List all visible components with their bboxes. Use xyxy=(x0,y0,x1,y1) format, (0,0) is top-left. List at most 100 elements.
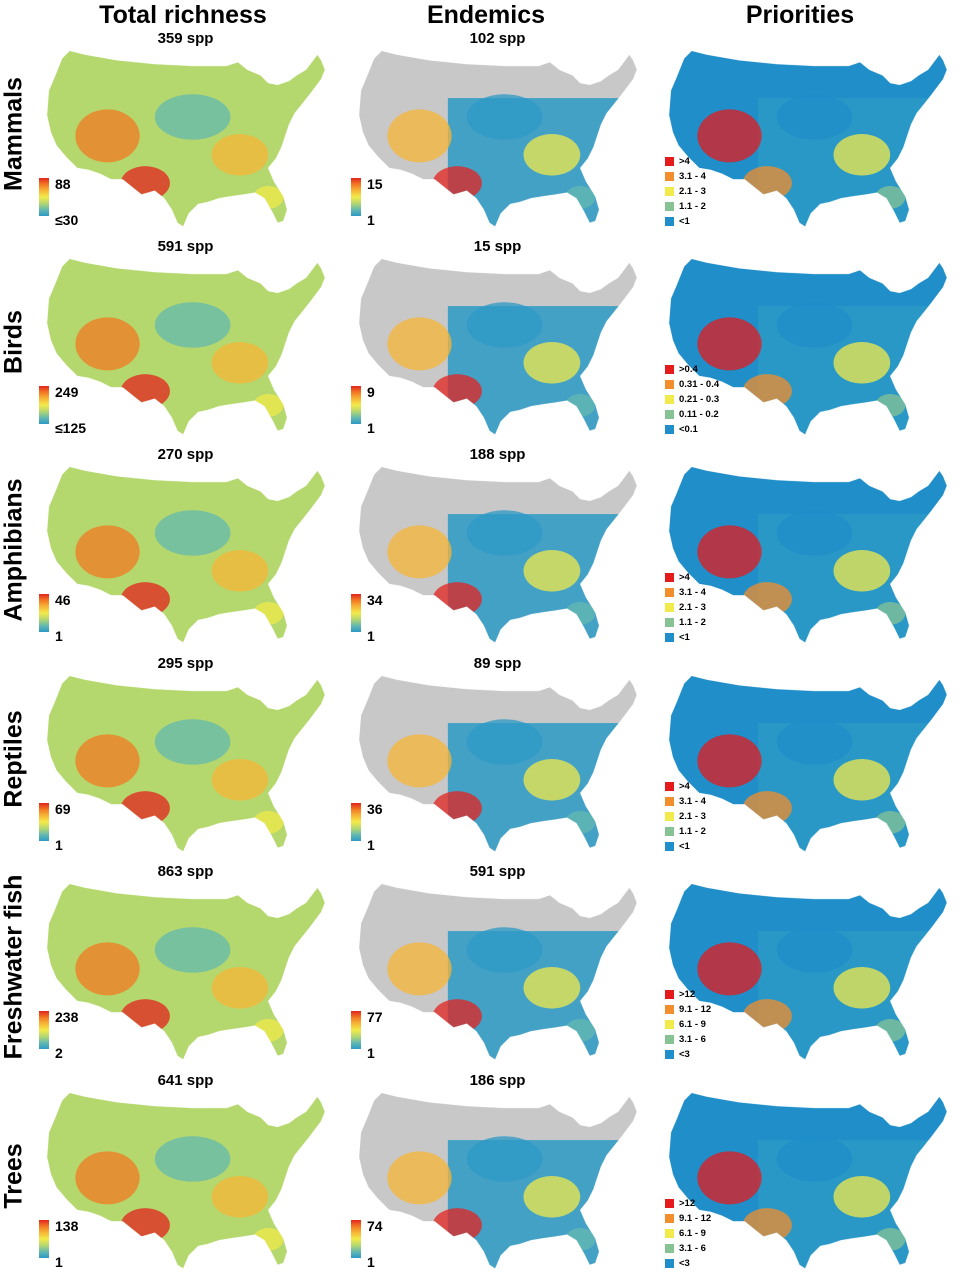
hotspot-area xyxy=(466,1136,543,1182)
hotspot-area xyxy=(523,550,581,592)
hotspot-area xyxy=(697,525,762,579)
hotspot-area xyxy=(776,1136,853,1182)
legend-label: 0.11 - 0.2 xyxy=(679,408,719,420)
priority-legend: >12 9.1 - 12 6.1 - 9 3.1 - 6 <3 xyxy=(665,987,711,1062)
legend-swatch xyxy=(665,603,674,612)
us-border xyxy=(46,258,326,436)
legend-swatch xyxy=(665,187,674,196)
panel-amphibians-priorities: >4 3.1 - 4 2.1 - 3 1.1 - 2 <1 xyxy=(655,446,960,654)
legend-swatch xyxy=(665,380,674,389)
legend-swatch xyxy=(665,1199,674,1208)
hotspot-area xyxy=(523,759,581,801)
legend-label: >4 xyxy=(679,780,690,792)
colorbar xyxy=(39,1011,49,1049)
legend-label: 3.1 - 6 xyxy=(679,1242,706,1254)
hotspot-area xyxy=(120,791,170,826)
colorbar-min-label: 2 xyxy=(55,1045,63,1061)
panel-freshwater-fish-endemics: 591 spp 77 1 xyxy=(345,863,650,1071)
hotspot-area xyxy=(75,734,140,788)
panel-trees-priorities: >12 9.1 - 12 6.1 - 9 3.1 - 6 <3 xyxy=(655,1072,960,1280)
colorbar xyxy=(39,178,49,216)
species-count: 186 spp xyxy=(469,1072,526,1089)
row-label-mammals: Mammals xyxy=(0,77,28,191)
us-border xyxy=(358,1092,638,1270)
legend-item: 0.21 - 0.3 xyxy=(665,392,719,407)
colorbar-max-label: 9 xyxy=(367,384,375,400)
us-border xyxy=(46,50,326,228)
panel-reptiles-priorities: >4 3.1 - 4 2.1 - 3 1.1 - 2 <1 xyxy=(655,655,960,863)
legend-item: <0.1 xyxy=(665,422,719,437)
legend-item: 1.1 - 2 xyxy=(665,824,706,839)
legend-swatch xyxy=(665,1214,674,1223)
hotspot-area xyxy=(523,134,581,176)
legend-label: 3.1 - 6 xyxy=(679,1033,706,1045)
hotspot-area xyxy=(833,550,891,592)
legend-swatch xyxy=(665,217,674,226)
legend-label: 2.1 - 3 xyxy=(679,601,706,613)
hotspot-area xyxy=(120,166,170,201)
colorbar xyxy=(39,594,49,632)
hotspot-area xyxy=(432,999,482,1034)
hotspot-area xyxy=(466,94,543,140)
legend-swatch xyxy=(665,157,674,166)
us-map-endemics xyxy=(358,675,638,853)
legend-item: 3.1 - 4 xyxy=(665,585,706,600)
legend-swatch xyxy=(665,1020,674,1029)
hotspot-area xyxy=(833,134,891,176)
legend-swatch xyxy=(665,827,674,836)
hotspot-area xyxy=(75,109,140,163)
hotspot-area xyxy=(387,734,452,788)
colorbar xyxy=(351,594,361,632)
us-map-priorities xyxy=(668,883,948,1061)
legend-item: 1.1 - 2 xyxy=(665,615,706,630)
hotspot-area xyxy=(833,1176,891,1218)
column-header-total-richness: Total richness xyxy=(99,1,267,29)
hotspot-area xyxy=(833,342,891,384)
us-map-total xyxy=(46,50,326,228)
hotspot-area xyxy=(697,942,762,996)
us-border xyxy=(358,258,638,436)
legend-item: 0.31 - 0.4 xyxy=(665,377,719,392)
hotspot-area xyxy=(697,317,762,371)
legend-label: >0.4 xyxy=(679,363,698,375)
colorbar-min-label: ≤125 xyxy=(55,420,87,436)
hotspot-area xyxy=(211,134,269,176)
legend-swatch xyxy=(665,1050,674,1059)
colorbar-min-label: 1 xyxy=(367,837,375,853)
hotspot-area xyxy=(697,734,762,788)
hotspot-area xyxy=(120,1208,170,1243)
legend-label: >12 xyxy=(679,988,696,1000)
legend-item: >4 xyxy=(665,570,706,585)
colorbar xyxy=(351,386,361,424)
hotspot-area xyxy=(697,1151,762,1205)
legend-swatch xyxy=(665,990,674,999)
row-label-freshwater-fish: Freshwater fish xyxy=(0,874,28,1060)
legend-label: 3.1 - 4 xyxy=(679,586,706,598)
colorbar-max-label: 249 xyxy=(55,384,79,400)
panel-mammals-endemics: 102 spp 15 1 xyxy=(345,30,650,238)
legend-swatch xyxy=(665,573,674,582)
us-border xyxy=(46,466,326,644)
panel-amphibians-total: 270 spp 46 1 xyxy=(33,446,338,654)
legend-label: 6.1 - 9 xyxy=(679,1227,706,1239)
legend-item: 3.1 - 6 xyxy=(665,1241,711,1256)
hotspot-area xyxy=(387,525,452,579)
legend-label: 1.1 - 2 xyxy=(679,825,706,837)
us-border xyxy=(668,50,948,228)
colorbar-max-label: 15 xyxy=(367,176,383,192)
us-map-total xyxy=(46,466,326,644)
hotspot-area xyxy=(154,510,231,556)
legend-item: 9.1 - 12 xyxy=(665,1211,711,1226)
colorbar-max-label: 74 xyxy=(367,1218,383,1234)
legend-label: 2.1 - 3 xyxy=(679,810,706,822)
legend-item: 9.1 - 12 xyxy=(665,1002,711,1017)
panel-birds-priorities: >0.4 0.31 - 0.4 0.21 - 0.3 0.11 - 0.2 <0.1 xyxy=(655,238,960,446)
hotspot-area xyxy=(742,791,792,826)
legend-swatch xyxy=(665,1259,674,1268)
legend-swatch xyxy=(665,1035,674,1044)
colorbar-max-label: 88 xyxy=(55,176,71,192)
species-count: 89 spp xyxy=(473,655,522,672)
legend-swatch xyxy=(665,633,674,642)
hotspot-area xyxy=(523,967,581,1009)
colorbar-max-label: 34 xyxy=(367,592,383,608)
